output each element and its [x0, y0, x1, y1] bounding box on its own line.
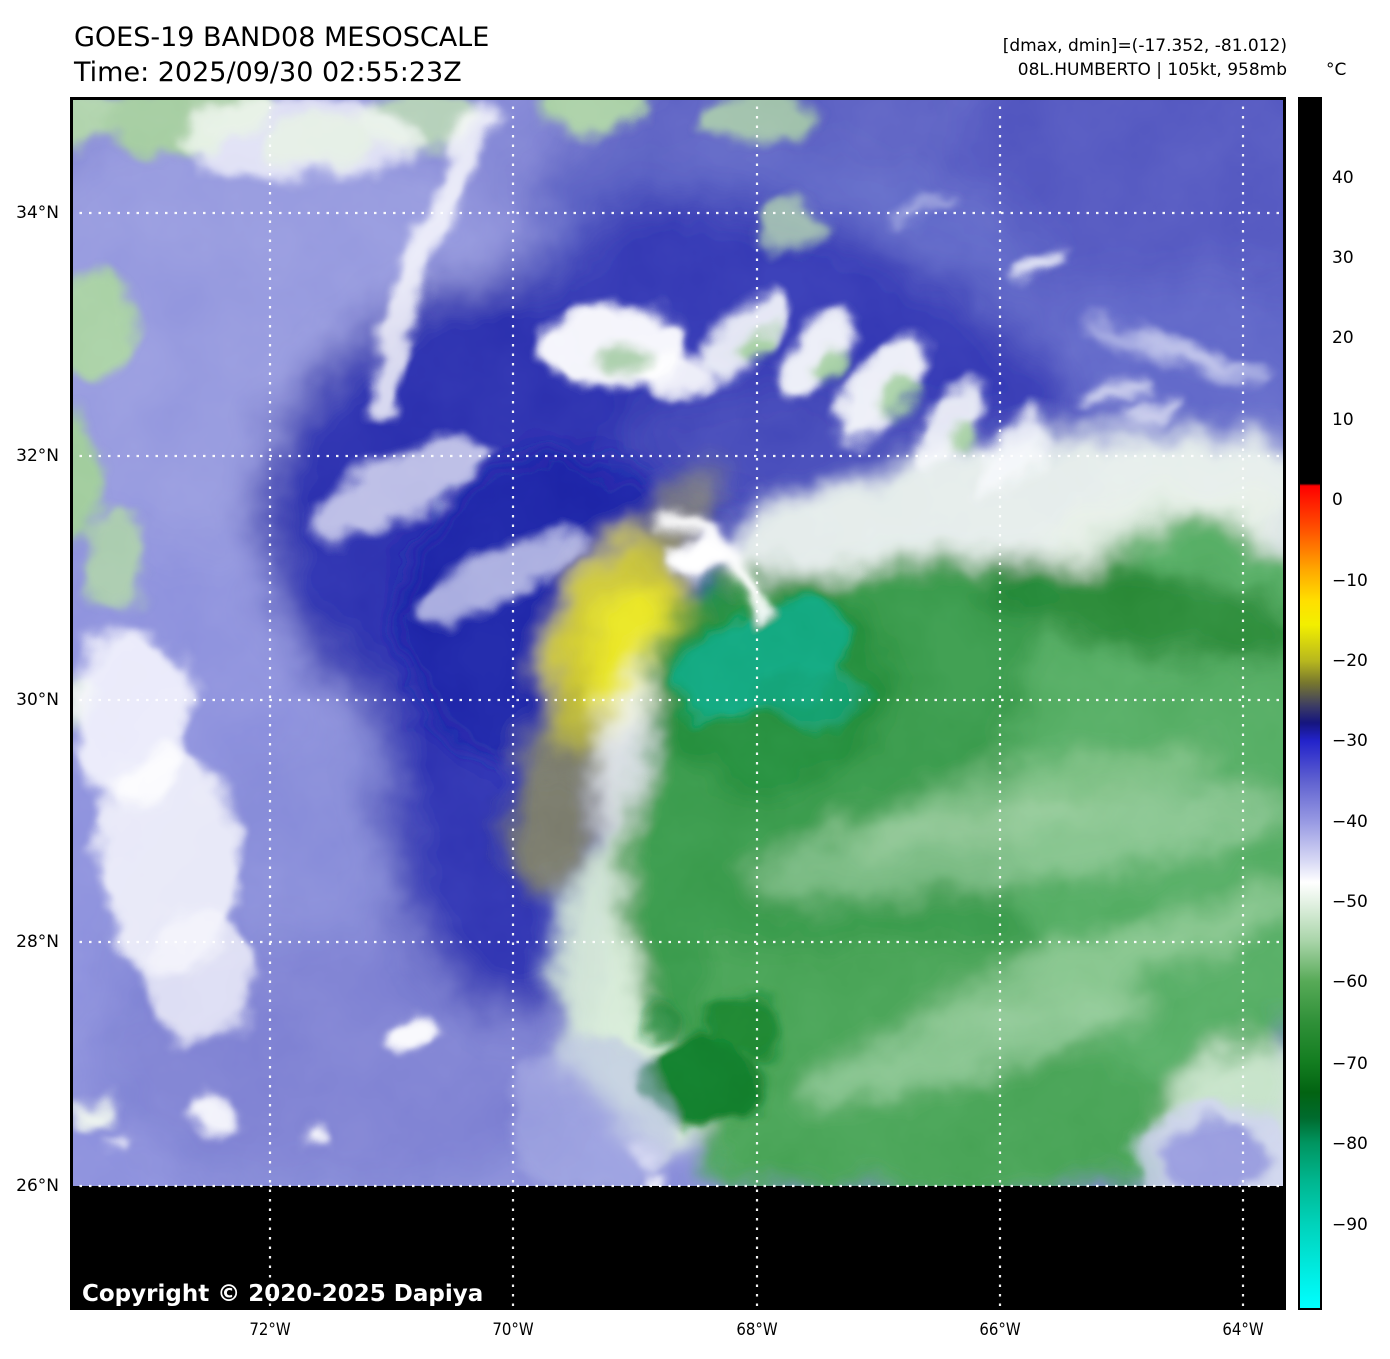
lat-tick-label: 34°N — [16, 202, 59, 223]
colorbar-tick-label: −30 — [1332, 731, 1368, 752]
lon-tick-label: 64°W — [1222, 1320, 1264, 1340]
info-block: [dmax, dmin]=(-17.352, -81.012) 08L.HUMB… — [1003, 34, 1287, 82]
lat-lon-gridlines — [70, 97, 1286, 1310]
lon-tick-label: 66°W — [979, 1320, 1021, 1340]
satellite-map: Copyright © 2020-2025 Dapiya — [70, 97, 1286, 1310]
copyright-text: Copyright © 2020-2025 Dapiya — [82, 1281, 483, 1307]
colorbar-tick-label: −70 — [1332, 1053, 1368, 1074]
colorbar-tick-label: 40 — [1332, 168, 1354, 189]
colorbar-tick-label: −60 — [1332, 972, 1368, 993]
colorbar-tick-label: 20 — [1332, 328, 1354, 349]
storm-status: 08L.HUMBERTO | 105kt, 958mb — [1017, 60, 1287, 80]
colorbar-ticks: 40 30 20 10 0 −10 −20 −30 −40 −50 −60 −70 −80 −90 — [1332, 97, 1390, 1310]
colorbar-tick-label: −40 — [1332, 812, 1368, 833]
colorbar-tick-label: −50 — [1332, 892, 1368, 913]
colorbar-tick-label: 10 — [1332, 409, 1354, 430]
colorbar-tick-label: 30 — [1332, 248, 1354, 269]
colorbar-tick-label: −90 — [1332, 1215, 1368, 1236]
lat-tick-label: 28°N — [16, 932, 59, 953]
colorbar-gradient — [1300, 99, 1320, 1308]
colorbar-tick-label: −80 — [1332, 1133, 1368, 1154]
lon-tick-label: 72°W — [249, 1320, 291, 1340]
lat-tick-label: 26°N — [16, 1176, 59, 1197]
map-border — [70, 97, 1286, 1310]
colorbar-unit: °C — [1326, 60, 1347, 80]
colorbar-tick-label: −20 — [1332, 651, 1368, 672]
cloud-texture-noise — [70, 97, 1286, 1310]
longitude-axis: 72°W 70°W 68°W 66°W 64°W — [70, 1320, 1286, 1350]
page-title: GOES-19 BAND08 MESOSCALE — [74, 22, 490, 53]
colorbar — [1298, 97, 1322, 1310]
no-data-region — [70, 1186, 1286, 1310]
satellite-imagery: Copyright © 2020-2025 Dapiya — [70, 97, 1286, 1310]
lon-tick-label: 70°W — [492, 1320, 534, 1340]
latitude-axis: 34°N 32°N 30°N 28°N 26°N — [0, 97, 64, 1310]
dmax-dmin-readout: [dmax, dmin]=(-17.352, -81.012) — [1002, 36, 1287, 56]
colorbar-tick-label: 0 — [1332, 489, 1343, 510]
timestamp: Time: 2025/09/30 02:55:23Z — [74, 57, 462, 88]
colorbar-tick-label: −10 — [1332, 570, 1368, 591]
title-block: GOES-19 BAND08 MESOSCALE Time: 2025/09/3… — [74, 20, 489, 90]
lon-tick-label: 68°W — [736, 1320, 778, 1340]
lat-tick-label: 30°N — [16, 689, 59, 710]
lat-tick-label: 32°N — [16, 446, 59, 467]
